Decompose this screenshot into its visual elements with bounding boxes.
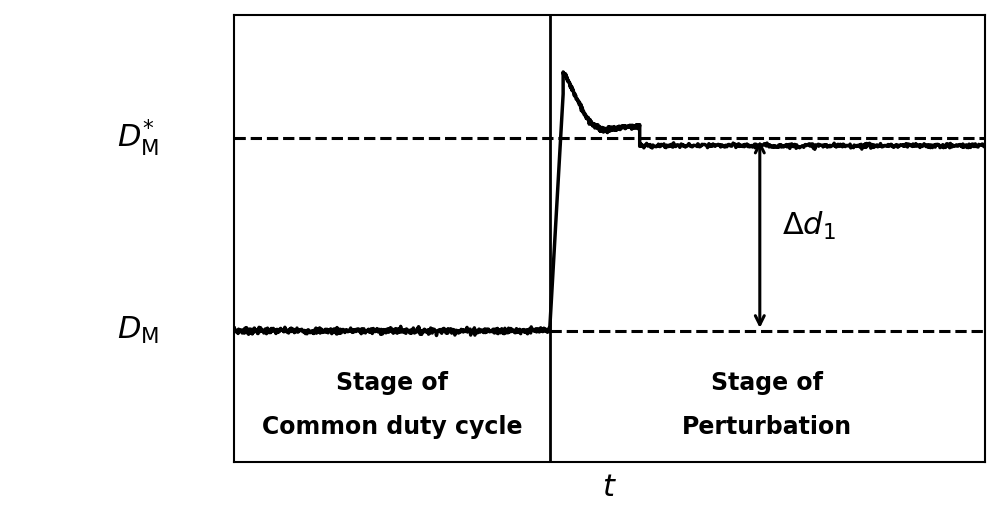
Text: Stage of: Stage of (711, 371, 823, 395)
Text: $D_{\mathrm{M}}^{*}$: $D_{\mathrm{M}}^{*}$ (117, 117, 159, 158)
Text: Stage of: Stage of (336, 371, 448, 395)
Text: Common duty cycle: Common duty cycle (262, 415, 522, 439)
X-axis label: $t$: $t$ (602, 474, 617, 503)
Text: $D_{\mathrm{M}}$: $D_{\mathrm{M}}$ (117, 315, 159, 346)
Text: Perturbation: Perturbation (682, 415, 852, 439)
Text: $\Delta d_1$: $\Delta d_1$ (782, 210, 836, 241)
